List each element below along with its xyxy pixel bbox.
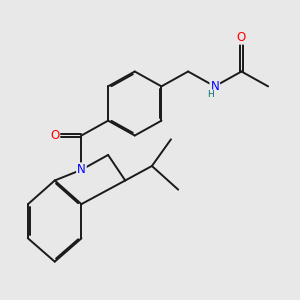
Text: N: N [77, 163, 86, 176]
Text: N: N [210, 80, 219, 93]
Text: O: O [50, 129, 59, 142]
Text: O: O [237, 31, 246, 44]
Text: H: H [208, 90, 214, 99]
